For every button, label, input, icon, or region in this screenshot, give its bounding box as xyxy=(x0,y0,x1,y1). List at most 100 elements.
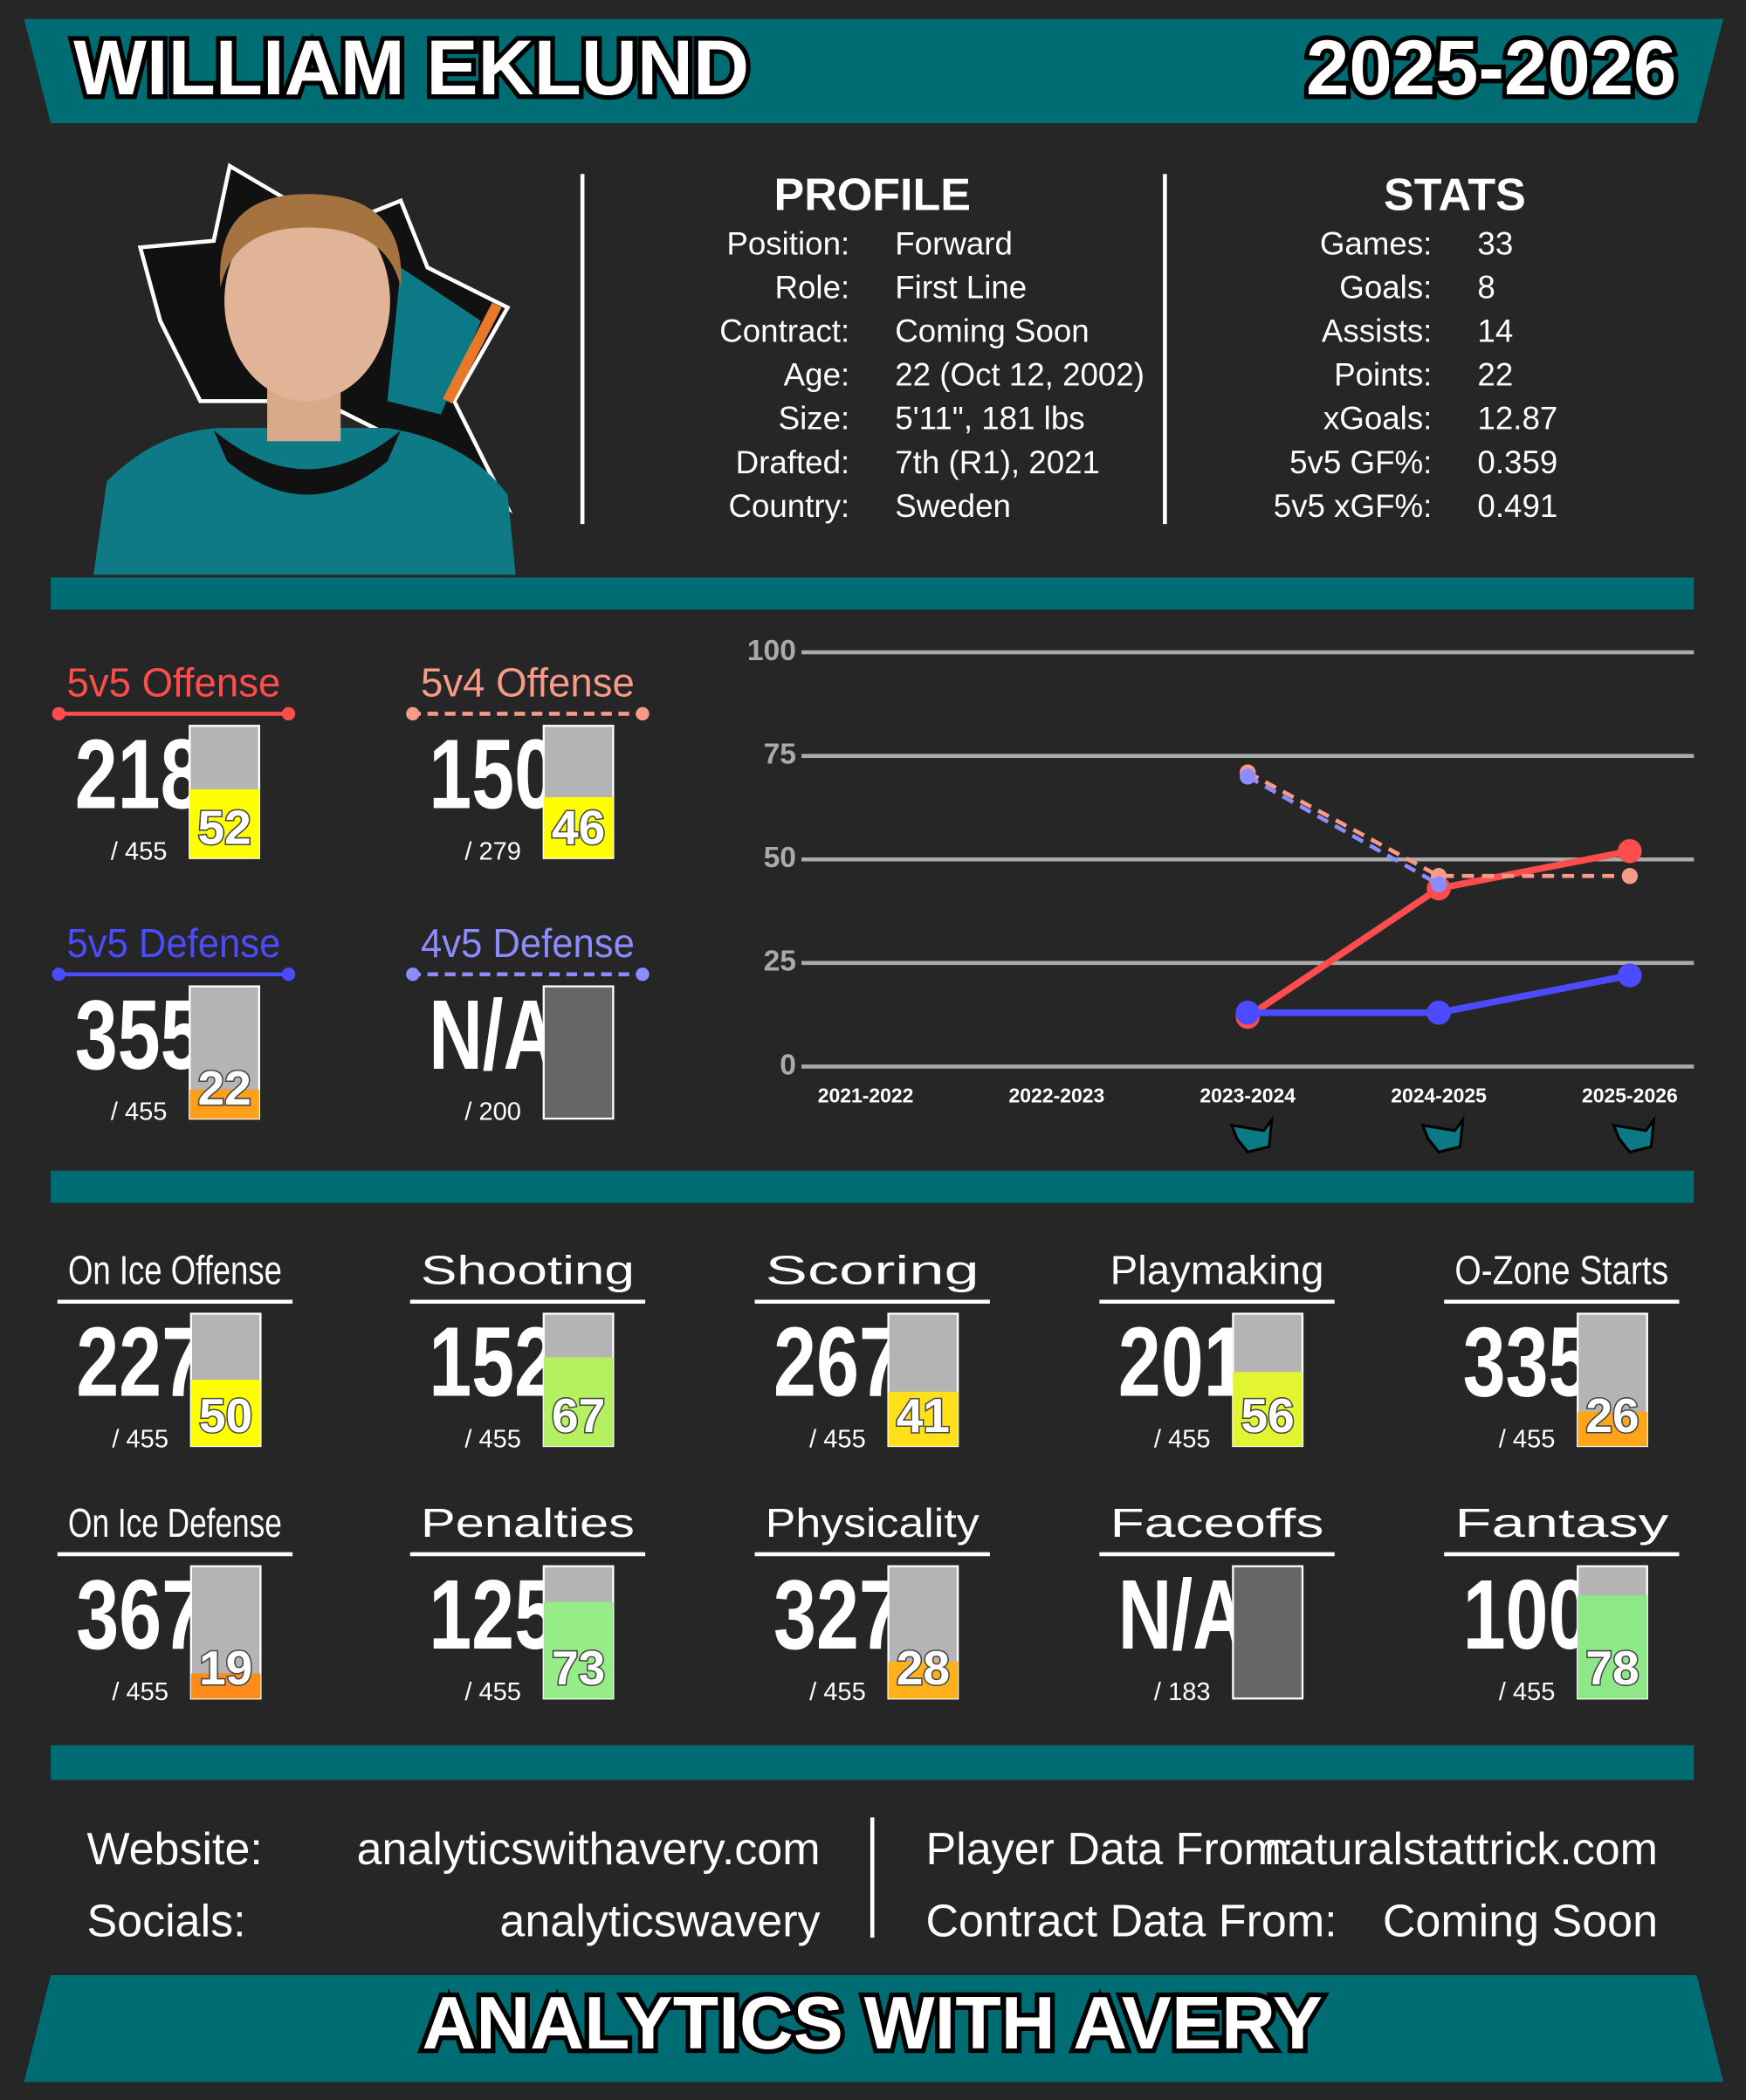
series-point xyxy=(1430,876,1447,892)
rank-total: / 455 xyxy=(1499,1426,1556,1454)
row-value: Forward xyxy=(895,226,1013,262)
section-title: PROFILE xyxy=(774,170,971,221)
percentile-bar xyxy=(543,797,614,858)
percentile-label: 28 xyxy=(897,1641,950,1695)
underline-dot xyxy=(52,967,65,981)
x-tick-label: 2023-2024 xyxy=(1200,1084,1296,1107)
percentile-label: 50 xyxy=(199,1388,252,1442)
row-label: Country: xyxy=(728,488,849,524)
footer-label: Website: xyxy=(86,1824,262,1875)
row-value: 7th (R1), 2021 xyxy=(895,444,1100,480)
series-point xyxy=(1618,963,1642,988)
percentile-label: 41 xyxy=(897,1388,950,1442)
percentile-bar xyxy=(1578,1411,1647,1447)
row-value: Coming Soon xyxy=(895,313,1089,349)
percentile-bar xyxy=(888,1661,959,1699)
separator xyxy=(51,1745,1694,1780)
rank-total: / 455 xyxy=(112,1678,168,1706)
series-point xyxy=(1235,1000,1260,1025)
row-value: First Line xyxy=(895,270,1027,306)
rank: N/A xyxy=(1118,1559,1247,1670)
y-tick-label: 75 xyxy=(764,739,796,771)
percentile-bar xyxy=(189,788,259,858)
brand: ANALYTICS WITH AVERY xyxy=(422,1981,1322,2065)
percentile-bar xyxy=(888,1391,959,1447)
row-value: 8 xyxy=(1477,270,1495,306)
row-label: xGoals: xyxy=(1323,401,1432,437)
percentile-bar xyxy=(1578,1595,1647,1699)
row-label: Drafted: xyxy=(736,444,850,480)
y-tick-label: 100 xyxy=(747,635,796,667)
underline-dot xyxy=(52,706,65,721)
rank-total: / 455 xyxy=(1499,1678,1556,1706)
footer-value: analyticswithavery.com xyxy=(357,1824,821,1875)
rank: 335 xyxy=(1463,1306,1591,1417)
separator xyxy=(51,577,1694,610)
row-label: Age: xyxy=(784,357,850,393)
rank: 125 xyxy=(429,1559,557,1670)
team-logos xyxy=(1229,1115,1656,1154)
percentile-label: 56 xyxy=(1241,1388,1295,1442)
series-point xyxy=(1621,868,1639,885)
x-tick-label: 2024-2025 xyxy=(1391,1084,1487,1107)
row-value: 5'11", 181 lbs xyxy=(895,401,1084,437)
series-point xyxy=(1240,768,1256,785)
footer-value: Coming Soon xyxy=(1383,1897,1658,1947)
rank: 355 xyxy=(75,979,203,1090)
row-value: 22 xyxy=(1477,357,1513,393)
tile-label: 4v5 Defense xyxy=(421,920,635,966)
percentile-label: 52 xyxy=(197,801,251,855)
underline-dot xyxy=(636,967,650,981)
tile-label: Playmaking xyxy=(1110,1248,1324,1293)
rank-total: / 279 xyxy=(464,837,521,865)
row-label: Games: xyxy=(1320,226,1433,262)
underline-dot xyxy=(281,706,296,721)
rank: 267 xyxy=(773,1306,902,1417)
row-label: Position: xyxy=(726,226,849,262)
row-label: Assists: xyxy=(1322,313,1432,349)
tile-label: Faceoffs xyxy=(1110,1500,1324,1546)
footer-label: Socials: xyxy=(86,1897,245,1947)
percentile-bar xyxy=(1233,1372,1303,1447)
series-point xyxy=(1618,838,1642,864)
row-label: Goals: xyxy=(1339,270,1432,306)
row-label: 5v5 GF%: xyxy=(1289,444,1432,480)
row-value: 12.87 xyxy=(1477,401,1557,437)
footer-label: Contract Data From: xyxy=(925,1897,1337,1947)
rank: 227 xyxy=(76,1306,204,1417)
rank-total: / 455 xyxy=(809,1426,866,1454)
percentile-label: 22 xyxy=(197,1061,251,1115)
percentile-label: 78 xyxy=(1585,1641,1639,1695)
underline-dot xyxy=(636,706,650,721)
series-line xyxy=(1247,770,1630,878)
x-tick-label: 2025-2026 xyxy=(1582,1084,1678,1107)
tile-label: Fantasy xyxy=(1454,1500,1668,1546)
row-value: 0.491 xyxy=(1477,488,1557,524)
underline-dot xyxy=(406,706,420,721)
rank: 150 xyxy=(429,718,557,829)
rank: 367 xyxy=(76,1559,204,1670)
footer-value: analyticswavery xyxy=(499,1897,820,1947)
row-value: 14 xyxy=(1477,313,1513,349)
percentile-bar xyxy=(543,1601,614,1699)
rank: 152 xyxy=(429,1306,557,1417)
underline-dot xyxy=(281,967,296,981)
rank: 327 xyxy=(773,1559,902,1670)
series-point xyxy=(1426,1000,1451,1025)
rank-total: / 455 xyxy=(111,837,168,865)
tile-label: On Ice Defense xyxy=(68,1500,282,1546)
x-tick-label: 2022-2023 xyxy=(1009,1084,1105,1107)
y-tick-label: 50 xyxy=(764,842,796,874)
row-label: Contract: xyxy=(719,313,849,349)
rank-total: / 183 xyxy=(1154,1678,1211,1706)
row-value: 22 (Oct 12, 2002) xyxy=(895,357,1145,393)
player-name: WILLIAM EKLUND xyxy=(73,24,749,111)
tile-label: On Ice Offense xyxy=(68,1248,282,1293)
rank-total: / 200 xyxy=(464,1098,521,1126)
tile-label: 5v4 Offense xyxy=(421,659,635,705)
tile-label: Scoring xyxy=(766,1248,980,1293)
rank-total: / 455 xyxy=(464,1426,521,1454)
percentile-box xyxy=(542,985,615,1120)
footer-label: Player Data From: xyxy=(925,1824,1294,1875)
